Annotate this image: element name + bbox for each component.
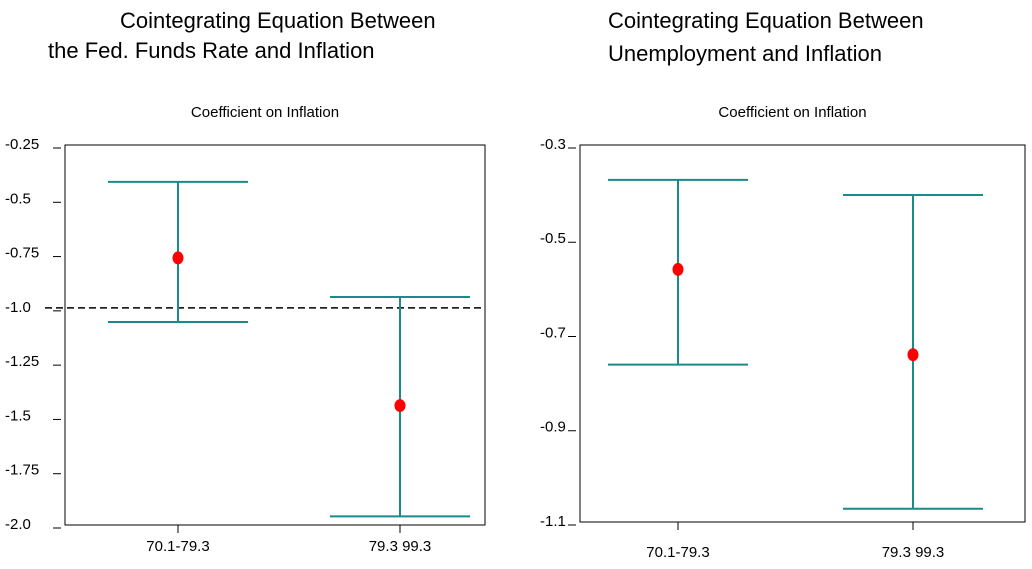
y-tick-label: -2.0: [5, 516, 31, 533]
chart-title: the Fed. Funds Rate and Inflation: [48, 38, 375, 63]
chart-subtitle: Coefficient on Inflation: [718, 104, 866, 121]
point-estimate: [907, 348, 919, 362]
y-tick-label: -1.1: [540, 513, 566, 530]
y-tick-label: -1.5: [5, 407, 31, 424]
chart-title: Cointegrating Equation Between: [120, 8, 436, 33]
y-tick-label: -1.25: [5, 353, 39, 370]
x-tick-label: 79.3 99.3: [369, 538, 432, 555]
x-tick-label: 70.1-79.3: [646, 544, 709, 561]
y-tick-label: -0.7: [540, 324, 566, 341]
x-tick-label: 70.1-79.3: [146, 538, 209, 555]
point-estimate: [394, 399, 406, 413]
y-tick-label: -1.0: [5, 299, 31, 316]
y-tick-label: -0.25: [5, 136, 39, 153]
chart-title: Cointegrating Equation Between: [608, 8, 924, 33]
y-tick-label: -0.3: [540, 136, 566, 153]
y-tick-label: -0.9: [540, 419, 566, 436]
plot-frame: [579, 144, 1026, 523]
x-tick-label: 79.3 99.3: [882, 544, 945, 561]
y-tick-label: -1.75: [5, 462, 39, 479]
plot-frame: [64, 144, 486, 526]
y-tick-label: -0.75: [5, 245, 39, 262]
point-estimate: [672, 262, 684, 276]
chart-title: Unemployment and Inflation: [608, 41, 882, 66]
point-estimate: [172, 251, 184, 265]
y-tick-label: -0.5: [5, 190, 31, 207]
y-tick-label: -0.5: [540, 230, 566, 247]
chart-subtitle: Coefficient on Inflation: [191, 104, 339, 121]
